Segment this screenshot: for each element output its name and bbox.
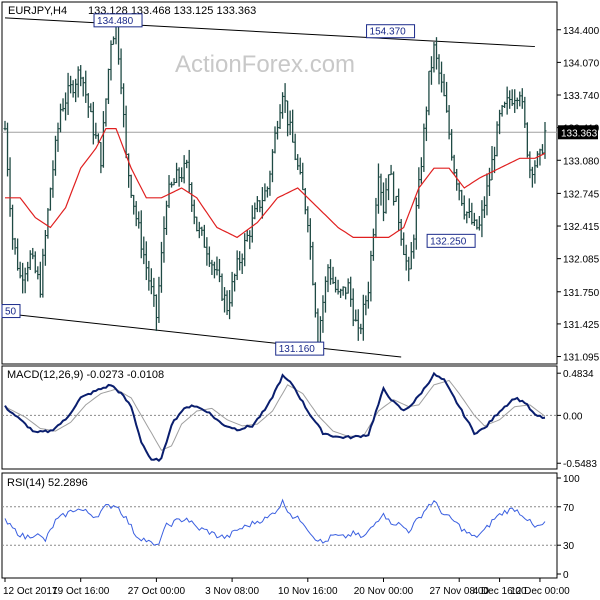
macd-signal-line (4, 379, 546, 451)
x-tick-label: 27 Nov 08:00 (429, 586, 489, 597)
symbol-header: EURJPY,H4 (8, 5, 67, 17)
price-tick-label: 132.415 (563, 222, 600, 233)
rsi-tick-label: 30 (563, 541, 575, 552)
x-tick-label: 10 Nov 16:00 (278, 586, 338, 597)
svg-text:131.160: 131.160 (279, 344, 316, 355)
price-annotations: 134.480 154.370 132.250 131.160 50 (1, 13, 476, 356)
price-panel-frame (1, 1, 558, 365)
macd-tick-label: 0.4834 (563, 369, 594, 380)
trendline (4, 313, 402, 358)
rsi-panel-frame (1, 472, 558, 579)
svg-text:134.480: 134.480 (97, 16, 134, 27)
rsi-tick-label: 0 (563, 570, 569, 581)
candles (3, 15, 547, 355)
rsi-line-path (4, 498, 546, 546)
macd-panel: MACD(12,26,9) -0.0273 -0.0108 0.4834 0.00… (1, 365, 597, 470)
macd-axis: 0.4834 0.00 -0.5483 (2, 369, 597, 470)
macd-tick-label: 0.00 (563, 411, 583, 422)
price-panel: EURJPY,H4 133.128 133.468 133.125 133.36… (1, 1, 600, 365)
rsi-axis: 100 70 30 0 (2, 474, 580, 581)
price-tick-label: 134.400 (563, 26, 600, 37)
price-tick-label: 131.425 (563, 320, 600, 331)
svg-text:132.250: 132.250 (430, 236, 467, 247)
price-tick-label: 133.080 (563, 156, 600, 167)
rsi-line (4, 498, 546, 546)
price-tick-label: 132.085 (563, 255, 600, 266)
watermark: ActionForex.com (175, 51, 355, 78)
price-tick-label: 131.750 (563, 288, 600, 299)
price-annotation: 134.480 (93, 13, 143, 28)
current-price-box (558, 125, 598, 140)
ma-line (5, 128, 546, 239)
x-tick-label: 3 Nov 08:00 (205, 586, 259, 597)
price-tick-label: 131.095 (563, 353, 600, 364)
macd-label: MACD(12,26,9) -0.0273 -0.0108 (7, 369, 164, 381)
price-annotation: 154.370 (366, 24, 416, 39)
rsi-tick-label: 100 (563, 474, 580, 485)
macd-panel-frame (1, 365, 558, 470)
x-tick-label: 20 Nov 00:00 (354, 586, 414, 597)
macd-lines (4, 371, 546, 463)
rsi-tick-label: 70 (563, 503, 575, 514)
price-annotation: 131.160 (275, 341, 325, 356)
x-tick-label: 12 Oct 2017 (3, 586, 58, 597)
price-tick-label: 132.745 (563, 189, 600, 200)
macd-tick-label: -0.5483 (563, 459, 597, 470)
moving-average (5, 128, 546, 239)
rsi-label: RSI(14) 52.2896 (7, 477, 88, 489)
price-tick-label: 134.070 (563, 58, 600, 69)
x-tick-label: 4 Dec 16:00 (473, 586, 527, 597)
x-tick-label: 27 Oct 00:00 (128, 586, 186, 597)
price-annotation: 132.250 (426, 233, 476, 248)
price-tick-label: 133.740 (563, 91, 600, 102)
trendline (4, 17, 535, 48)
price-current-line: 133.363 (2, 125, 598, 140)
macd-line (4, 371, 546, 463)
trendlines (4, 17, 535, 358)
rsi-panel: RSI(14) 52.2896 100 70 30 0 (1, 472, 580, 581)
price-annotation: 50 (1, 304, 21, 319)
x-tick-label: 12 Dec 00:00 (510, 586, 570, 597)
svg-text:154.370: 154.370 (370, 27, 407, 38)
svg-text:50: 50 (5, 307, 17, 318)
x-tick-label: 19 Oct 16:00 (52, 586, 110, 597)
current-price-label: 133.363 (561, 128, 598, 139)
